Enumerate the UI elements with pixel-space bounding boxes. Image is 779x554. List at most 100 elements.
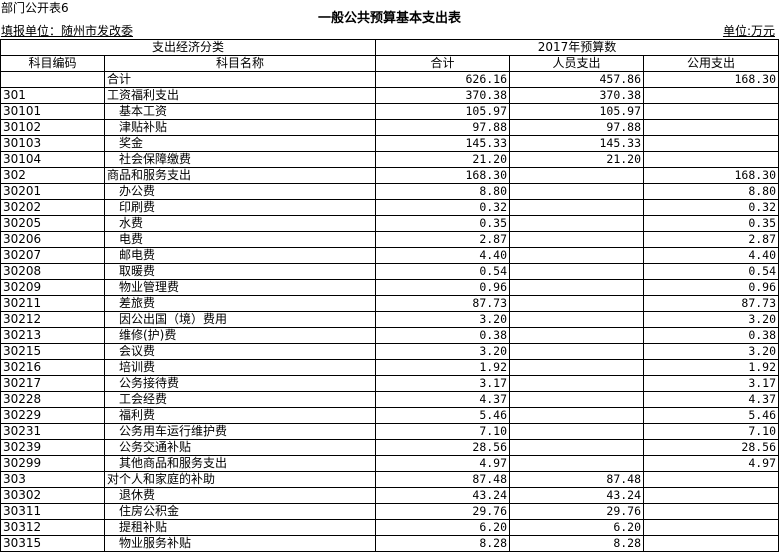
cell-name: 差旅费 — [103, 295, 377, 312]
header-code: 科目编码 — [0, 55, 105, 72]
cell-personnel — [509, 375, 645, 392]
cell-public — [643, 119, 779, 136]
cell-name: 水费 — [103, 215, 377, 232]
cell-total: 87.48 — [375, 471, 511, 488]
cell-public: 168.30 — [643, 71, 779, 88]
cell-public — [643, 487, 779, 504]
cell-code: 30299 — [0, 455, 105, 472]
cell-total: 4.37 — [375, 391, 511, 408]
cell-total: 87.73 — [375, 295, 511, 312]
cell-total: 3.20 — [375, 311, 511, 328]
table-row: 30213 维修(护)费 0.38 0.38 — [0, 327, 779, 344]
cell-total: 28.56 — [375, 439, 511, 456]
cell-personnel: 145.33 — [509, 135, 645, 152]
cell-personnel — [509, 231, 645, 248]
cell-public: 5.46 — [643, 407, 779, 424]
table-row: 30102 津贴补贴 97.88 97.88 — [0, 119, 779, 136]
cell-name: 公务用车运行维护费 — [103, 423, 377, 440]
cell-public: 0.96 — [643, 279, 779, 296]
cell-total: 8.28 — [375, 535, 511, 552]
cell-total: 97.88 — [375, 119, 511, 136]
cell-code: 30312 — [0, 519, 105, 536]
table-row: 30211 差旅费 87.73 87.73 — [0, 295, 779, 312]
cell-public — [643, 151, 779, 168]
cell-code: 302 — [0, 167, 105, 184]
cell-public — [643, 519, 779, 536]
cell-personnel — [509, 407, 645, 424]
cell-name: 津贴补贴 — [103, 119, 377, 136]
cell-personnel: 87.48 — [509, 471, 645, 488]
cell-code: 30311 — [0, 503, 105, 520]
cell-code: 30302 — [0, 487, 105, 504]
cell-personnel — [509, 327, 645, 344]
cell-code: 30228 — [0, 391, 105, 408]
cell-total: 0.32 — [375, 199, 511, 216]
cell-code: 30211 — [0, 295, 105, 312]
cell-name: 印刷费 — [103, 199, 377, 216]
cell-code: 30216 — [0, 359, 105, 376]
cell-public: 3.20 — [643, 311, 779, 328]
cell-name: 因公出国（境）费用 — [103, 311, 377, 328]
cell-total: 7.10 — [375, 423, 511, 440]
cell-public: 4.37 — [643, 391, 779, 408]
form-number: 部门公开表6 — [1, 1, 69, 15]
header-total: 合计 — [375, 55, 511, 72]
cell-code: 30212 — [0, 311, 105, 328]
table-row: 30228 工会经费 4.37 4.37 — [0, 391, 779, 408]
cell-code: 303 — [0, 471, 105, 488]
cell-code: 30102 — [0, 119, 105, 136]
header-name: 科目名称 — [103, 55, 377, 72]
header-row: 科目编码 科目名称 合计 人员支出 公用支出 — [0, 55, 779, 72]
cell-public: 8.80 — [643, 183, 779, 200]
table-row: 303 对个人和家庭的补助 87.48 87.48 — [0, 471, 779, 488]
cell-personnel — [509, 359, 645, 376]
cell-name: 退休费 — [103, 487, 377, 504]
cell-name: 培训费 — [103, 359, 377, 376]
cell-code: 301 — [0, 87, 105, 104]
page-title: 一般公共预算基本支出表 — [317, 11, 461, 26]
budget-table: 支出经济分类 2017年预算数 科目编码 科目名称 合计 人员支出 公用支出 合… — [0, 39, 779, 552]
cell-total: 29.76 — [375, 503, 511, 520]
cell-code: 30202 — [0, 199, 105, 216]
cell-public — [643, 103, 779, 120]
table-row: 30229 福利费 5.46 5.46 — [0, 407, 779, 424]
cell-public: 2.87 — [643, 231, 779, 248]
cell-code: 30229 — [0, 407, 105, 424]
cell-name: 对个人和家庭的补助 — [103, 471, 377, 488]
cell-public: 0.54 — [643, 263, 779, 280]
cell-public: 168.30 — [643, 167, 779, 184]
cell-code: 30217 — [0, 375, 105, 392]
cell-public: 4.97 — [643, 455, 779, 472]
table-row: 30302 退休费 43.24 43.24 — [0, 487, 779, 504]
cell-name: 取暖费 — [103, 263, 377, 280]
cell-public — [643, 135, 779, 152]
cell-total: 43.24 — [375, 487, 511, 504]
cell-personnel — [509, 455, 645, 472]
cell-name: 住房公积金 — [103, 503, 377, 520]
header-public: 公用支出 — [643, 55, 779, 72]
cell-code: 30207 — [0, 247, 105, 264]
table-row: 302 商品和服务支出 168.30 168.30 — [0, 167, 779, 184]
cell-total: 21.20 — [375, 151, 511, 168]
table-row: 30103 奖金 145.33 145.33 — [0, 135, 779, 152]
cell-total: 2.87 — [375, 231, 511, 248]
cell-code: 30208 — [0, 263, 105, 280]
cell-public: 3.17 — [643, 375, 779, 392]
table-row: 30212 因公出国（境）费用 3.20 3.20 — [0, 311, 779, 328]
cell-personnel — [509, 311, 645, 328]
cell-name: 提租补贴 — [103, 519, 377, 536]
table-row: 30205 水费 0.35 0.35 — [0, 215, 779, 232]
cell-name: 维修(护)费 — [103, 327, 377, 344]
cell-code: 30101 — [0, 103, 105, 120]
cell-code: 30201 — [0, 183, 105, 200]
cell-personnel — [509, 391, 645, 408]
cell-name: 工会经费 — [103, 391, 377, 408]
cell-public — [643, 535, 779, 552]
cell-code: 30239 — [0, 439, 105, 456]
cell-public: 3.20 — [643, 343, 779, 360]
cell-personnel — [509, 279, 645, 296]
cell-personnel: 105.97 — [509, 103, 645, 120]
cell-public: 4.40 — [643, 247, 779, 264]
table-row: 30208 取暖费 0.54 0.54 — [0, 263, 779, 280]
cell-total: 3.20 — [375, 343, 511, 360]
